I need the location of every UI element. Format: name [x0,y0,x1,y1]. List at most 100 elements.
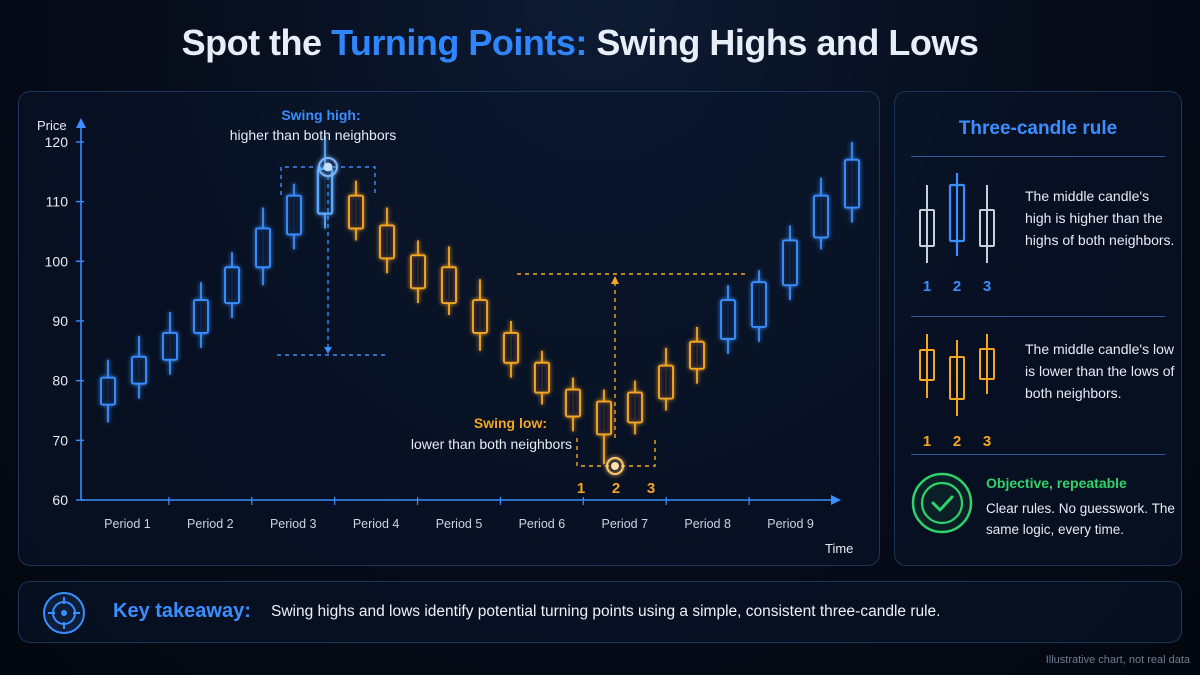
rule-title: Three-candle rule [958,118,1118,139]
mini-low-candle-1 [919,334,935,398]
candle-body [286,194,302,236]
mini-high-candle-3 [979,185,995,263]
x-tick-label: Period 7 [601,517,648,531]
candle-body [379,224,395,260]
candle-body [255,227,271,269]
candle [503,320,519,378]
title-accent: Turning Points: [331,22,587,63]
candle-body [534,361,550,394]
candle-body [689,340,705,370]
page-title: Spot the Turning Points: Swing Highs and… [0,22,1160,64]
swing-low-marker [611,462,619,470]
takeaway-label: Key takeaway: [113,600,251,622]
takeaway-text: Swing highs and lows identify potential … [271,603,941,620]
swing-low-marker-glow [606,457,624,475]
candle-body [596,400,612,436]
mini-high-number-2: 2 [953,278,961,295]
swing-low-number-3: 3 [647,480,655,497]
swing-high-sublabel: higher than both neighbors [230,127,397,143]
y-tick-label: 100 [45,253,69,269]
x-tick-label: Period 9 [767,517,814,531]
title-prefix: Spot the [181,22,322,63]
candle-body [627,391,643,424]
y-tick-label: 110 [46,194,69,210]
swing-high-marker-glow [318,157,338,177]
y-tick-label: 60 [52,492,68,508]
candle [813,177,829,250]
mini-high-number-1: 1 [923,278,931,295]
candle [751,270,767,342]
mini-low-candle-2 [949,340,965,416]
x-tick-label: Period 8 [684,517,731,531]
candle [441,246,457,315]
candlestick-chart: Price Time 60 70 80 90 100 110 120 Period 1 Peri… [37,107,860,556]
rule-panel: Three-candle rule 1 2 3 The middle candl… [894,91,1182,566]
candle-body [720,299,736,340]
x-tick-label: Period 5 [436,517,483,531]
candle [782,225,798,301]
candle-body [565,388,581,418]
candle [348,180,364,241]
rule-divider-bottom [911,454,1165,455]
candle [658,347,674,411]
x-axis-arrow [831,495,841,505]
candle [224,252,240,318]
candle [720,285,736,354]
mini-low-number-3: 3 [983,433,991,450]
candle [379,207,395,274]
checkmark-icon [911,472,973,534]
swing-low-arrow [611,276,619,284]
mini-high-candle-1 [919,185,935,263]
candle-body [441,266,457,305]
objective-text: Clear rules. No guesswork. The same logi… [986,501,1175,537]
rule-low-text: The middle candle's low is lower than th… [1025,341,1175,401]
candle-body [224,266,240,305]
swing-low-sublabel: lower than both neighbors [411,436,572,452]
y-axis-label: Price [37,118,67,133]
y-tick-label: 90 [52,313,68,329]
candle-body [162,331,178,361]
rule-divider-top [911,156,1165,157]
candle-body [100,376,116,406]
candle [255,207,271,286]
x-tick-label: Period 1 [104,517,151,531]
x-tick-label: Period 4 [353,517,400,531]
swing-low-label: Swing low: [474,415,547,431]
y-tick-label: 70 [52,432,68,448]
candle [627,380,643,435]
swing-high-label: Swing high: [281,107,360,123]
candle [286,183,302,250]
candle-body [193,299,209,334]
swing-low-mini-diagram: 1 2 3 [919,334,995,450]
rule-high-text: The middle candle's high is higher than … [1025,188,1175,248]
y-tick-label: 120 [45,134,69,150]
target-icon [43,592,85,634]
candle [689,326,705,384]
mini-low-candle-3 [979,334,995,394]
candle-body [348,194,364,230]
swing-low-annotation: Swing low: lower than both neighbors 1 2… [411,273,745,497]
candle-body [751,281,767,328]
candle [596,389,612,465]
candle-body [658,364,674,400]
footnote: Illustrative chart, not real data [1045,654,1190,666]
candle [565,377,581,432]
rule-divider-middle [911,316,1165,317]
mini-high-candle-2 [948,173,966,256]
objective-title: Objective, repeatable [986,475,1127,491]
candle [472,279,488,351]
chart-panel: Price Time 60 70 80 90 100 110 120 Period 1 Peri… [18,91,880,566]
candle [131,335,147,399]
swing-high-annotation: Swing high: higher than both neighbors [230,107,397,356]
candle-body [131,355,147,385]
candle [844,141,860,223]
candle-body [410,254,426,290]
candle-body [844,158,860,209]
y-tick-label: 80 [52,373,68,389]
mini-high-number-3: 3 [983,278,991,295]
candle [410,240,426,304]
candle-body [472,299,488,334]
candle [100,359,116,423]
takeaway-panel: Key takeaway: Swing highs and lows ident… [18,581,1182,643]
candle-body [782,239,798,287]
